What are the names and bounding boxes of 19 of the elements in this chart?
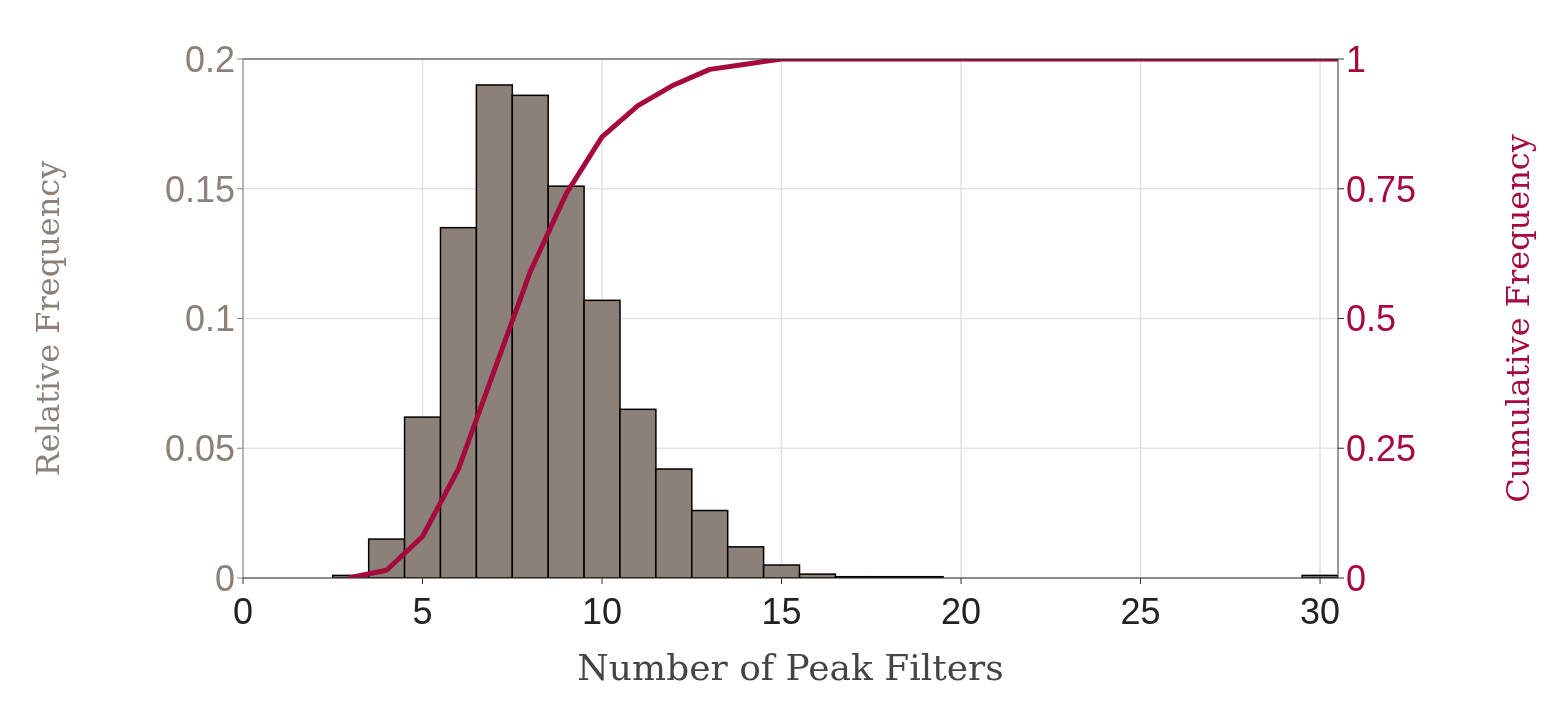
x-tick-label: 10: [581, 590, 623, 632]
x-tick-label: 5: [412, 590, 433, 632]
y2-tick-label: 0.25: [1346, 428, 1417, 470]
y2-tick-label: 0: [1346, 557, 1367, 599]
y2-axis-title: Cumulative Frequency: [1499, 134, 1538, 503]
y-tick-label: 0.2: [184, 38, 235, 80]
y-tick-label: 0.05: [164, 428, 235, 470]
y-axis-title: Relative Frequency: [29, 160, 68, 477]
y-tick-label: 0.1: [184, 298, 235, 340]
y-tick-label: 0.15: [164, 168, 235, 210]
x-tick-label: 15: [761, 590, 802, 632]
y2-tick-label: 0.5: [1346, 298, 1397, 340]
x-tick-label: 30: [1300, 590, 1341, 632]
x-tick-label: 25: [1120, 590, 1161, 632]
x-tick-label: 20: [941, 590, 982, 632]
x-axis-title: Number of Peak Filters: [577, 647, 1004, 688]
y2-tick-label: 1: [1346, 38, 1367, 80]
y2-tick-label: 0.75: [1346, 168, 1417, 210]
y-tick-label: 0: [214, 557, 235, 599]
